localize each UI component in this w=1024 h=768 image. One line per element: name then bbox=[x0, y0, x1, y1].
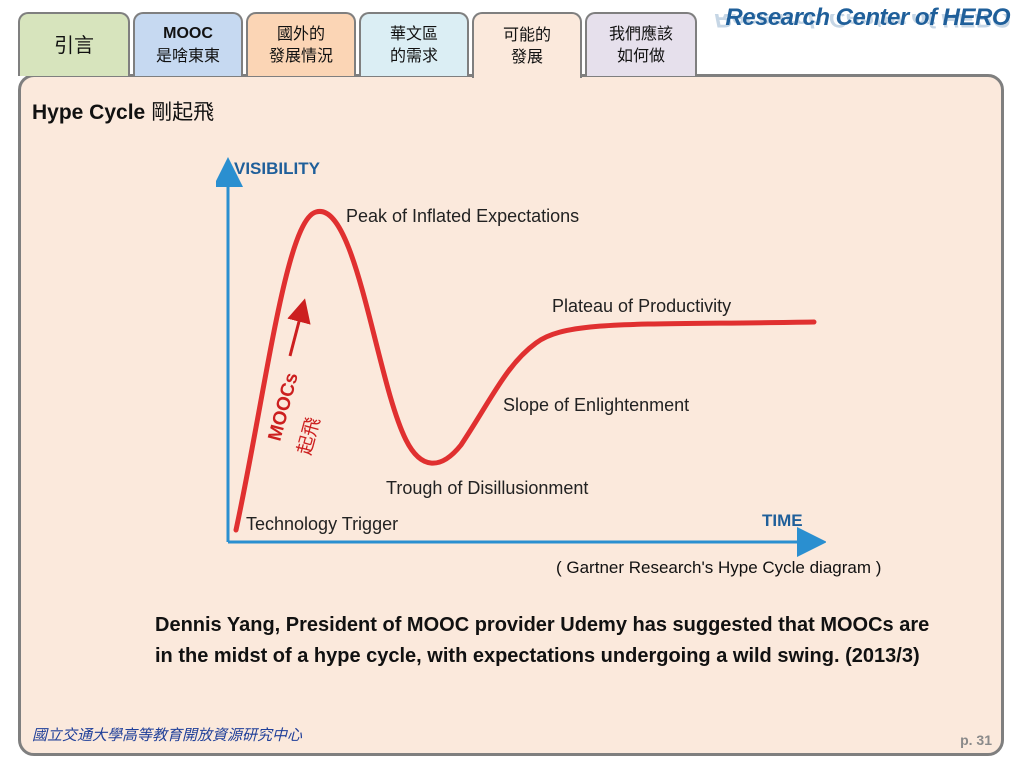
tab-what-should-we-do[interactable]: 我們應該 如何做 bbox=[585, 12, 697, 76]
label-trough: Trough of Disillusionment bbox=[386, 478, 588, 498]
tab-possible-line1: 可能的 bbox=[502, 25, 551, 44]
tab-chinese-line2: 的需求 bbox=[389, 46, 438, 65]
tab-what-is-mooc-line2: 是啥東東 bbox=[155, 46, 220, 65]
moocs-label-cjk: 起飛 bbox=[294, 415, 325, 457]
label-technology-trigger: Technology Trigger bbox=[246, 514, 398, 534]
hype-curve bbox=[233, 209, 817, 533]
page-number: p. 31 bbox=[960, 732, 992, 748]
tab-intro[interactable]: 引言 bbox=[18, 12, 130, 76]
label-plateau: Plateau of Productivity bbox=[552, 296, 731, 316]
tab-possible-line2: 發展 bbox=[510, 47, 543, 66]
tab-what-is-mooc[interactable]: MOOC 是啥東東 bbox=[133, 12, 243, 76]
slide-title-en: Hype Cycle bbox=[32, 101, 146, 124]
footer-organization: 國立交通大學高等教育開放資源研究中心 bbox=[32, 726, 303, 744]
slide-title: Hype Cycle 剛起飛 bbox=[32, 96, 214, 126]
tab-chinese-region-needs[interactable]: 華文區 的需求 bbox=[359, 12, 469, 76]
diagram-caption: ( Gartner Research's Hype Cycle diagram … bbox=[556, 558, 882, 577]
slide-title-cjk: 剛起飛 bbox=[151, 100, 215, 124]
content-panel bbox=[18, 74, 1004, 756]
y-axis-label: VISIBILITY bbox=[234, 159, 321, 178]
tab-chinese-line1: 華文區 bbox=[389, 24, 438, 43]
body-text: Dennis Yang, President of MOOC provider … bbox=[155, 614, 930, 667]
tab-what-should-line2: 如何做 bbox=[616, 46, 665, 65]
hype-cycle-diagram: VISIBILITY TIME Technology Trigger Peak … bbox=[216, 157, 826, 557]
tab-possible-development[interactable]: 可能的 發展 bbox=[472, 12, 582, 78]
label-slope: Slope of Enlightenment bbox=[503, 395, 689, 415]
tab-overseas-line1: 國外的 bbox=[276, 24, 325, 43]
tab-what-is-mooc-line1: MOOC bbox=[163, 25, 213, 42]
moocs-arrow bbox=[287, 298, 311, 357]
moocs-label: MOOCs bbox=[265, 371, 303, 444]
tab-overseas-development[interactable]: 國外的 發展情況 bbox=[246, 12, 356, 76]
tab-what-should-line1: 我們應該 bbox=[608, 24, 673, 43]
tab-overseas-line2: 發展情況 bbox=[268, 46, 333, 65]
header-title: Research Center of HERO bbox=[725, 4, 1010, 31]
x-axis-label: TIME bbox=[762, 511, 803, 530]
header-title-reflection: Research Center of HERO bbox=[713, 14, 1010, 30]
label-peak: Peak of Inflated Expectations bbox=[346, 206, 579, 226]
tab-intro-label: 引言 bbox=[54, 33, 94, 57]
